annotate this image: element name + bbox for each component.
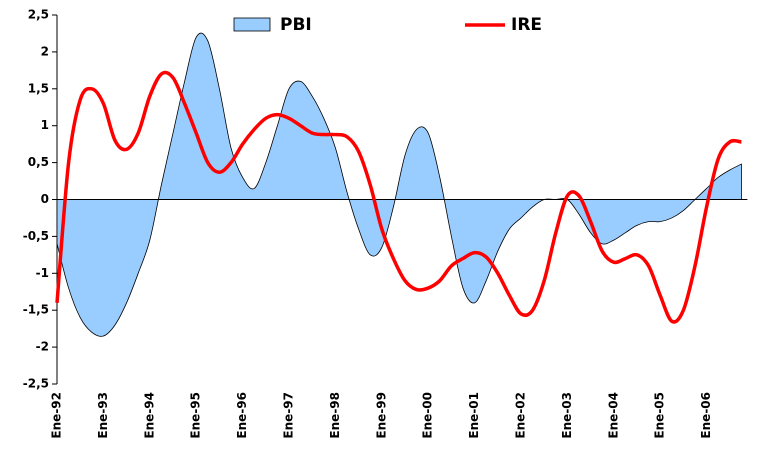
- x-tick-label: Ene-95: [189, 392, 203, 439]
- y-tick-label: 1: [41, 118, 49, 132]
- y-tick-label: -2,5: [23, 377, 49, 391]
- x-tick-label: Ene-92: [50, 392, 64, 439]
- area: [56, 32, 742, 337]
- y-tick-label: -2: [36, 340, 49, 354]
- y-tick-label: 0: [41, 192, 49, 206]
- x-tick-label: Ene-97: [282, 392, 296, 439]
- x-tick-label: Ene-06: [699, 392, 713, 439]
- x-tick-label: Ene-04: [606, 392, 620, 439]
- x-tick-label: Ene-00: [421, 392, 435, 439]
- legend-swatch: [233, 17, 271, 32]
- y-tick-label: -1: [36, 266, 49, 280]
- x-tick-label: Ene-99: [374, 392, 388, 439]
- line: [55, 70, 742, 324]
- y-tick-label: 2: [41, 44, 49, 58]
- x-tick-label: Ene-98: [328, 392, 342, 439]
- x-tick-label: Ene-01: [467, 392, 481, 439]
- y-tick-label: -1,5: [23, 303, 49, 317]
- legend-label: IRE: [511, 15, 542, 35]
- x-tick-label: Ene-96: [235, 392, 249, 439]
- x-tick-label: Ene-02: [514, 392, 528, 439]
- y-tick-label: 1,5: [28, 81, 49, 95]
- x-tick-label: Ene-03: [560, 392, 574, 439]
- x-tick-label: Ene-94: [142, 392, 156, 439]
- legend-label: PBI: [280, 15, 312, 35]
- x-tick-label: Ene-05: [653, 392, 667, 439]
- x-tick-label: Ene-93: [96, 392, 110, 439]
- y-tick-label: 0,5: [28, 155, 49, 169]
- y-tick-label: 2,5: [28, 8, 49, 22]
- y-tick-label: -0,5: [23, 229, 49, 243]
